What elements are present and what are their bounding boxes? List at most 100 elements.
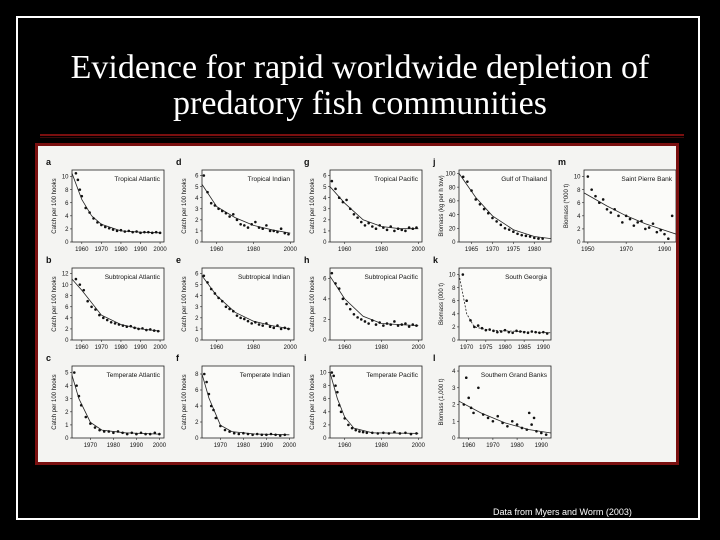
- panel-l-ytick-label-2: 2: [452, 403, 456, 409]
- panel-e-point-17: [265, 322, 268, 325]
- panel-e-point-15: [257, 323, 261, 326]
- panel-j-xtick-label-1: 1970: [486, 247, 500, 253]
- panel-h-xtick-label-1: 1980: [375, 345, 389, 351]
- panel-d-point-14: [254, 220, 257, 224]
- panel-a-ytick-label-5: 10: [62, 175, 69, 181]
- panel-d-point-8: [231, 213, 235, 216]
- panel-l-ytick-label-3: 3: [452, 386, 456, 392]
- panel-h-xtick-label-0: 1960: [338, 345, 352, 351]
- panel-a-xtick-label-1: 1970: [95, 247, 109, 253]
- panel-j-xtick-label-0: 1965: [465, 247, 479, 253]
- panel-k-ytick-label-1: 2: [452, 325, 456, 331]
- panel-k-ylabel: Biomass (000 t): [439, 283, 445, 325]
- panel-a-point-16: [131, 230, 134, 234]
- panel-m-ytick-label-0: 0: [577, 240, 581, 246]
- panel-k-point-3: [473, 325, 476, 329]
- panel-f-point-16: [265, 433, 268, 437]
- panel-l-point-21: [544, 433, 548, 436]
- panel-k-point-1: [465, 299, 468, 303]
- panel-l-point-16: [527, 411, 531, 415]
- panel-e-point-8: [231, 309, 235, 313]
- panel-d-point-7: [228, 215, 231, 218]
- panel-g-point-3: [341, 200, 345, 204]
- panel-g-point-14: [382, 226, 385, 229]
- panel-c-point-9: [107, 430, 111, 433]
- panel-m-xtick-label-2: 1990: [658, 247, 672, 253]
- panel-e-point-16: [261, 324, 265, 327]
- panel-i-point-21: [415, 432, 418, 435]
- panel-d-point-4: [217, 207, 220, 211]
- panel-b-xtick-label-3: 1990: [134, 345, 148, 351]
- panel-e-ytick-label-6: 6: [195, 272, 199, 278]
- panel-c-point-3: [79, 403, 83, 407]
- panel-f-ytick-label-3: 6: [195, 388, 199, 394]
- panel-d-point-6: [224, 211, 228, 215]
- panel-j-point-11: [507, 228, 511, 231]
- panel-i-point-15: [382, 431, 385, 435]
- panel-l-point-5: [477, 386, 480, 390]
- panel-h-point-21: [407, 325, 411, 328]
- panel-b-ytick-label-5: 10: [62, 283, 69, 289]
- panel-k-point-0: [461, 273, 465, 276]
- panel-l-region: Southern Grand Banks: [481, 372, 548, 379]
- panel-l-point-17: [530, 423, 533, 426]
- panel-k-point-14: [515, 329, 518, 333]
- panel-e-point-23: [287, 327, 290, 331]
- panel-l-point-19: [535, 430, 538, 433]
- panel-i-point-16: [387, 432, 391, 435]
- panel-b-ytick-label-1: 2: [65, 327, 69, 333]
- panel-m-xtick-label-0: 1950: [581, 247, 595, 253]
- panel-d-point-20: [276, 230, 279, 234]
- panel-a-point-5: [88, 211, 91, 214]
- panel-f-region: Temperate Indian: [240, 372, 291, 379]
- panel-a-xtick-label-4: 2000: [153, 247, 167, 253]
- panel-l-point-4: [472, 411, 475, 415]
- panel-j-ytick-label-5: 100: [445, 172, 456, 178]
- panel-j-point-4: [478, 202, 482, 206]
- panel-g-ytick-label-3: 3: [323, 207, 327, 213]
- panel-j-point-8: [495, 220, 498, 223]
- panel-i-xtick-label-2: 2000: [412, 443, 426, 449]
- panel-b-point-14: [129, 324, 133, 328]
- panel-a-point-4: [84, 206, 88, 210]
- panel-k-xtick-label-4: 1990: [537, 345, 551, 351]
- panel-j-point-18: [537, 237, 540, 240]
- panel-i-letter: i: [304, 353, 307, 363]
- panel-m-point-4: [601, 198, 605, 201]
- panel-i-xtick-label-0: 1960: [338, 443, 352, 449]
- panel-j-ytick-label-4: 80: [449, 185, 456, 191]
- panel-d-ylabel: Catch per 100 hooks: [182, 178, 188, 233]
- panel-d-xtick-label-1: 1980: [247, 247, 261, 253]
- panel-l-ytick-label-1: 1: [452, 419, 456, 425]
- panel-g-point-23: [415, 226, 418, 229]
- panel-f-point-4: [212, 408, 215, 412]
- panel-b-point-4: [90, 305, 93, 309]
- panel-k-point-19: [534, 330, 537, 334]
- panel-j-point-10: [503, 226, 507, 230]
- panel-e-point-14: [254, 320, 257, 324]
- panel-j-ytick-label-1: 20: [449, 226, 456, 232]
- panel-i-ytick-label-2: 4: [323, 410, 327, 416]
- panel-g-point-8: [359, 220, 363, 224]
- panel-e-point-12: [246, 319, 250, 323]
- title-line-2: predatory fish communities: [173, 85, 547, 122]
- panel-f-point-18: [274, 433, 277, 437]
- panel-c-point-5: [89, 422, 92, 425]
- panel-h-ytick-label-3: 6: [323, 276, 327, 282]
- panel-e-ytick-label-5: 5: [195, 283, 199, 289]
- panel-c-point-4: [84, 415, 88, 419]
- panel-h-letter: h: [304, 255, 310, 265]
- panel-d-point-18: [268, 229, 272, 233]
- panel-k-point-16: [522, 330, 526, 334]
- panel-j-point-6: [486, 211, 490, 215]
- panel-e-region: Subtropical Indian: [238, 274, 290, 281]
- panel-d-point-12: [246, 226, 250, 229]
- source-citation: Data from Myers and Worm (2003): [493, 507, 632, 517]
- panel-g-point-20: [404, 229, 407, 233]
- panel-l-ytick-label-0: 0: [452, 436, 456, 442]
- panel-i-ytick-label-1: 2: [323, 423, 327, 429]
- panel-h-point-16: [389, 323, 393, 326]
- panel-h-point-0: [330, 271, 334, 275]
- panel-g-point-21: [407, 226, 411, 229]
